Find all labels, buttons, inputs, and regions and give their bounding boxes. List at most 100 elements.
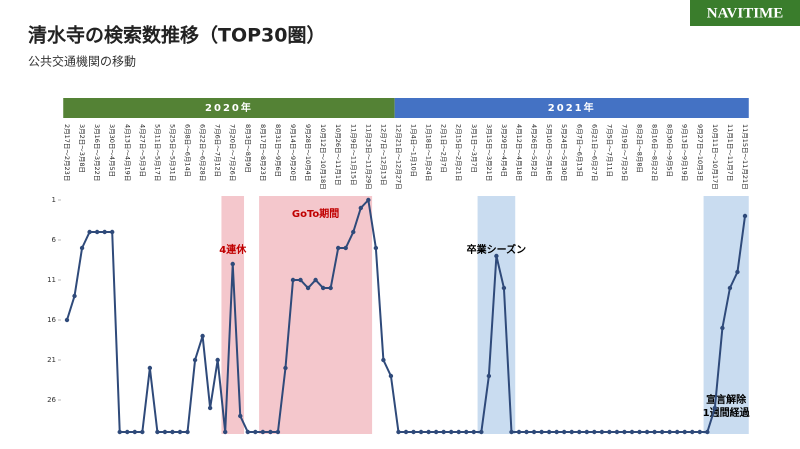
marker (464, 429, 469, 435)
marker (727, 285, 733, 291)
x-tick-label: 4月27日～5月3日 (138, 124, 146, 177)
marker (94, 229, 100, 235)
x-tick-label: 3月2日～3月8日 (78, 124, 86, 173)
marker (479, 429, 484, 435)
marker (449, 429, 454, 435)
marker (546, 429, 552, 435)
x-tick-label: 4月26日～5月2日 (530, 124, 538, 177)
marker (275, 429, 281, 435)
marker (207, 405, 213, 411)
x-tick-label: 7月19日～7月25日 (620, 124, 628, 181)
marker (637, 429, 642, 435)
x-tick-label: 8月30日～9月5日 (666, 124, 674, 177)
x-tick-label: 5月10日～5月16日 (545, 124, 553, 181)
x-tick-label: 8月2日～8月8日 (636, 124, 644, 173)
x-tick-label: 1月18日～1月24日 (425, 124, 433, 181)
marker (501, 285, 507, 291)
period-label: 2021年 (548, 101, 596, 114)
x-tick-label: 3月15日～3月21日 (485, 124, 493, 181)
marker (185, 429, 190, 435)
marker (682, 429, 687, 435)
marker (177, 429, 183, 435)
marker (456, 429, 461, 435)
marker (426, 429, 431, 435)
marker (690, 429, 695, 435)
marker (140, 429, 145, 435)
marker (215, 357, 220, 363)
x-tick-label: 7月5日～7月11日 (605, 124, 613, 177)
marker (373, 245, 379, 251)
marker (230, 261, 235, 267)
x-tick-label: 5月24日～5月30日 (560, 124, 568, 181)
marker (64, 317, 70, 323)
marker (290, 277, 296, 283)
marker (667, 429, 672, 435)
marker (516, 429, 522, 435)
marker (328, 285, 333, 291)
annotation-text: GoTo期間 (292, 207, 339, 220)
marker (569, 429, 574, 435)
x-tick-label: 9月28日～10月4日 (304, 124, 312, 181)
marker (614, 429, 620, 435)
x-tick-label: 3月16日～3月22日 (93, 124, 101, 181)
marker (509, 429, 514, 435)
x-tick-label: 6月21日～6月27日 (590, 124, 598, 181)
marker (79, 245, 85, 251)
marker (200, 333, 205, 339)
marker (351, 229, 356, 235)
marker (343, 245, 348, 251)
x-tick-label: 5月25日～5月31日 (168, 124, 176, 181)
annotation-band (259, 196, 373, 434)
y-tick-label: 21 (47, 356, 56, 364)
marker (418, 429, 424, 435)
marker (486, 373, 492, 379)
y-tick-label: 6 (52, 236, 57, 244)
x-tick-label: 11月15日～11月21日 (741, 124, 749, 190)
x-tick-label: 10月11日～10月17日 (711, 124, 719, 190)
marker (531, 429, 537, 435)
x-tick-label: 5月11日～5月17日 (153, 124, 161, 181)
x-tick-label: 7月6日～7月12日 (214, 124, 222, 177)
marker (192, 357, 198, 363)
marker (411, 429, 416, 435)
marker (599, 429, 605, 435)
marker (313, 277, 318, 283)
marker (735, 269, 740, 275)
marker (260, 429, 266, 435)
chart-title: 清水寺の検索数推移（TOP30圏） (28, 24, 325, 47)
marker (433, 429, 439, 435)
annotation-band (221, 196, 245, 434)
line (66, 197, 746, 433)
marker (441, 429, 446, 435)
marker (577, 429, 582, 435)
marker (388, 373, 394, 379)
marker (652, 429, 657, 435)
brand: NAVITIME (707, 5, 783, 21)
marker (584, 429, 589, 435)
marker (125, 429, 130, 435)
marker (305, 285, 311, 291)
x-tick-label: 12月21日～12月27日 (394, 124, 402, 190)
marker (607, 429, 612, 435)
marker (102, 229, 107, 235)
marker (622, 429, 627, 435)
x-tick-label: 11月9日～11月15日 (349, 124, 357, 185)
x-tick-label: 10月26日～11月1日 (334, 124, 342, 185)
marker (117, 429, 122, 435)
x-tick-label: 8月3日～8月9日 (244, 124, 252, 173)
x-tick-label: 6月22日～6月28日 (199, 124, 207, 181)
x-tick-label: 9月13日～9月19日 (681, 124, 689, 181)
chart-subtitle: 公共交通機関の移動 (28, 54, 136, 69)
marker (554, 429, 559, 435)
marker (659, 429, 665, 435)
marker (336, 245, 341, 251)
x-tick-label: 6月8日～6月14日 (184, 124, 192, 177)
marker (147, 365, 153, 371)
marker (396, 429, 401, 435)
period-bar (394, 98, 749, 118)
marker (524, 429, 529, 435)
x-tick-label: 12月7日～12月13日 (379, 124, 387, 185)
x-tick-label: 11月1日～11月7日 (726, 124, 734, 181)
